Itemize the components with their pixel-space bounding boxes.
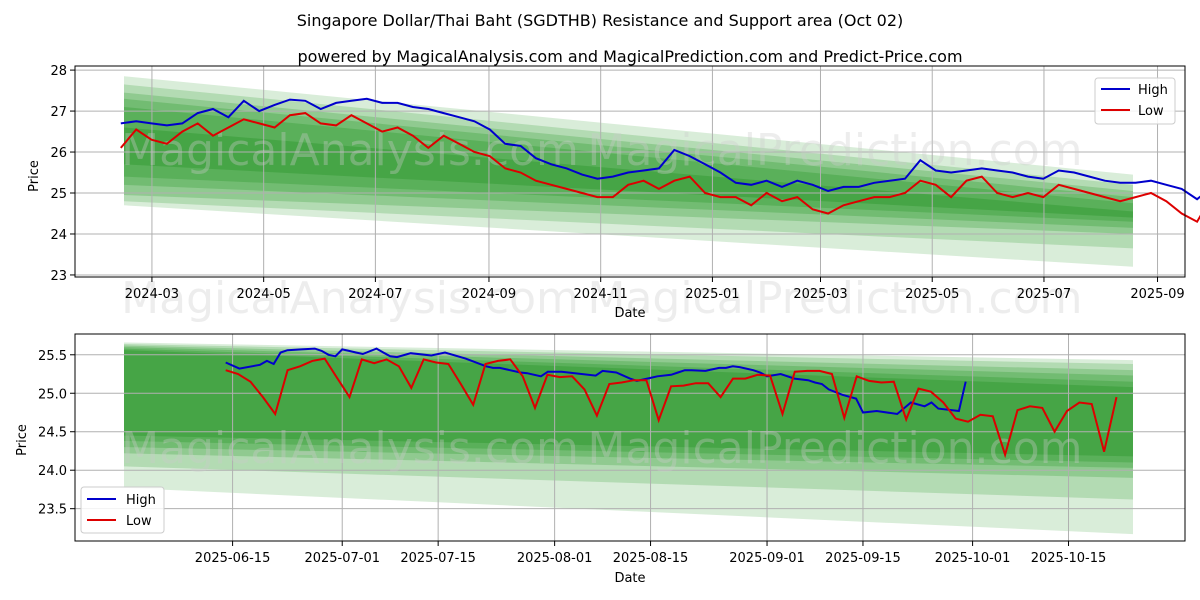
top-legend: High Low	[1094, 77, 1176, 125]
bottom-y-axis: 23.5 24.0 24.5 25.0 25.5	[38, 349, 75, 518]
bottom-y-tick-label: 24.0	[38, 464, 67, 479]
bottom-y-tick-label: 23.5	[38, 503, 67, 518]
bottom-watermark-left: MagicalAnalysis.com	[121, 423, 579, 474]
top-y-tick-label: 26	[50, 146, 67, 161]
top-x-tick-label: 2025-01	[685, 287, 739, 302]
chart-subtitle: powered by MagicalAnalysis.com and Magic…	[297, 47, 962, 66]
top-band-2	[124, 84, 1133, 249]
bottom-legend-low-label: Low	[126, 514, 152, 529]
top-x-tick-label: 2025-07	[1017, 287, 1071, 302]
top-x-tick-label: 2025-09	[1130, 287, 1184, 302]
bottom-band-4	[124, 347, 1133, 468]
top-chart: MagicalAnalysis.com MagicalPrediction.co…	[27, 64, 1200, 324]
bottom-x-tick-label: 2025-08-01	[517, 551, 593, 566]
top-y-tick-label: 27	[50, 105, 67, 120]
top-x-tick-label: 2025-03	[793, 287, 847, 302]
bottom-high-line	[225, 347, 967, 416]
top-band-4	[124, 98, 1133, 228]
top-x-tick-label: 2024-07	[348, 287, 402, 302]
bottom-watermark-right: MagicalPrediction.com	[588, 423, 1083, 474]
top-legend-high-label: High	[1138, 83, 1168, 98]
top-watermark-left-lower: MagicalAnalysis.com	[121, 273, 579, 324]
bottom-x-tick-label: 2025-07-15	[400, 551, 476, 566]
top-low-line	[120, 112, 1200, 224]
top-watermark-left: MagicalAnalysis.com	[121, 125, 579, 176]
top-y-tick-label: 24	[50, 228, 67, 243]
bottom-band-5	[124, 348, 1133, 463]
bottom-y-axis-label: Price	[15, 424, 30, 456]
bottom-band-1	[124, 342, 1133, 535]
top-x-tick-label: 2024-03	[125, 287, 179, 302]
top-y-axis: 23 24 25 26 27 28	[50, 64, 75, 284]
top-y-tick-label: 28	[50, 64, 67, 79]
top-watermark-right: MagicalPrediction.com	[588, 125, 1083, 176]
bottom-band-3	[124, 345, 1133, 478]
top-x-tick-label: 2024-05	[236, 287, 290, 302]
bottom-x-tick-label: 2025-09-01	[729, 551, 805, 566]
top-x-tick-label: 2025-05	[905, 287, 959, 302]
bottom-resistance-support-bands	[124, 342, 1133, 535]
bottom-x-tick-label: 2025-10-15	[1031, 551, 1107, 566]
bottom-x-axis-label: Date	[614, 571, 645, 586]
bottom-x-tick-label: 2025-06-15	[195, 551, 271, 566]
bottom-legend-high-label: High	[126, 493, 156, 508]
bottom-plot-frame	[74, 333, 1186, 542]
bottom-chart: MagicalAnalysis.com MagicalPrediction.co…	[15, 333, 1186, 586]
top-high-line	[120, 97, 1200, 201]
top-legend-low-label: Low	[1138, 104, 1164, 119]
top-x-axis: 2024-03 2024-05 2024-07 2024-09 2024-11 2025-…	[125, 277, 1185, 302]
top-plot-frame	[74, 65, 1186, 278]
top-x-axis-label: Date	[614, 306, 645, 321]
bottom-x-tick-label: 2025-10-01	[935, 551, 1011, 566]
top-x-tick-label: 2024-09	[462, 287, 516, 302]
bottom-y-tick-label: 25.0	[38, 387, 67, 402]
bottom-low-line	[225, 357, 1118, 459]
top-y-tick-label: 25	[50, 187, 67, 202]
bottom-y-tick-label: 24.5	[38, 426, 67, 441]
bottom-x-tick-label: 2025-09-15	[825, 551, 901, 566]
bottom-band-6	[124, 350, 1133, 457]
top-x-tick-label: 2024-11	[574, 287, 628, 302]
bottom-y-tick-label: 25.5	[38, 349, 67, 364]
bottom-legend: High Low	[80, 486, 165, 534]
bottom-x-axis: 2025-06-15 2025-07-01 2025-07-15 2025-08-01…	[195, 541, 1106, 566]
bottom-x-tick-label: 2025-07-01	[304, 551, 380, 566]
top-y-axis-label: Price	[27, 160, 42, 192]
bottom-x-tick-label: 2025-08-15	[613, 551, 689, 566]
top-watermark-right-lower: MagicalPrediction.com	[588, 273, 1083, 324]
chart-title: Singapore Dollar/Thai Baht (SGDTHB) Resi…	[297, 11, 904, 30]
top-y-tick-label: 23	[50, 269, 67, 284]
